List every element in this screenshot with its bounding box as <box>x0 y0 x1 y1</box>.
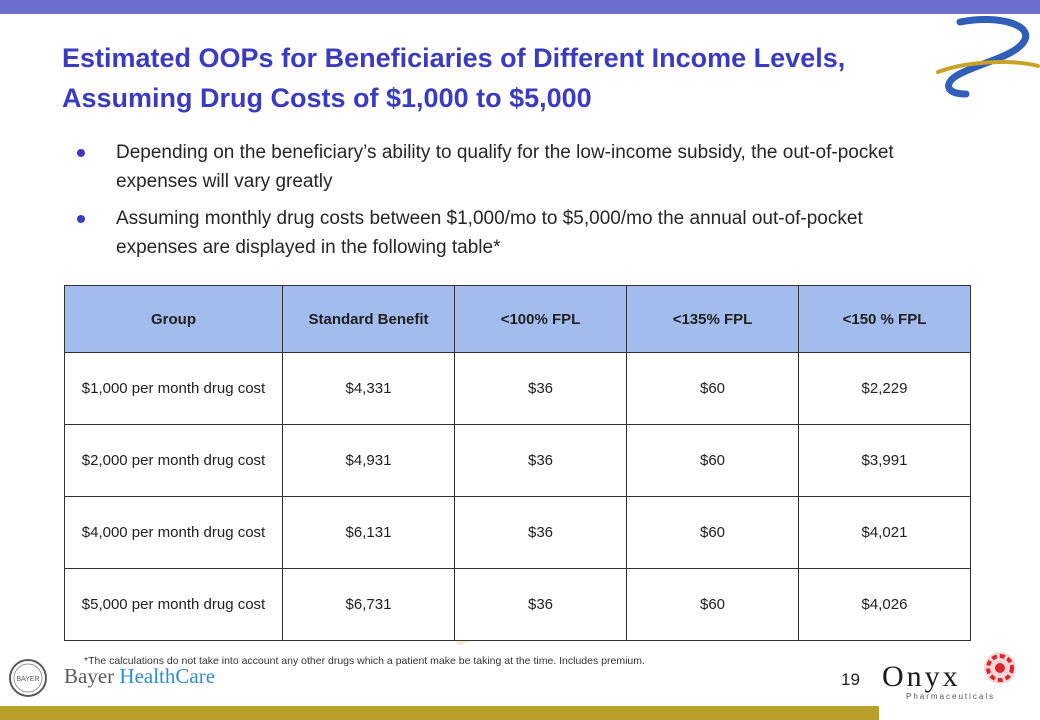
table-cell: $60 <box>626 352 799 425</box>
onyx-wordmark: Onyx <box>882 660 961 693</box>
bullet-item: Assuming monthly drug costs between $1,0… <box>76 204 896 262</box>
table-cell: $4,931 <box>282 424 455 497</box>
table-header-row: Group Standard Benefit <100% FPL <135% F… <box>64 285 971 353</box>
table-cell: $6,131 <box>282 496 455 569</box>
bullet-text: Depending on the beneficiary’s ability t… <box>116 142 894 192</box>
table-row: $4,000 per month drug cost $6,131 $36 $6… <box>64 496 971 569</box>
page-number: 19 <box>841 670 860 689</box>
table-cell: $2,000 per month drug cost <box>64 424 283 497</box>
table-cell: $6,731 <box>282 568 455 641</box>
bullet-dot-icon <box>77 215 85 223</box>
table-cell: $36 <box>454 496 627 569</box>
bayer-healthcare-logo: BAYER Bayer HealthCare <box>4 658 234 702</box>
table-cell: $60 <box>626 568 799 641</box>
slide-title: Estimated OOPs for Beneficiaries of Diff… <box>62 43 846 113</box>
table-cell: $5,000 per month drug cost <box>64 568 283 641</box>
bayer-healthcare-accent: HealthCare <box>119 664 216 688</box>
onyx-logo: Onyx Pharmaceuticals <box>880 648 1040 704</box>
table-cell: $3,991 <box>798 424 971 497</box>
bayer-seal-text: BAYER <box>16 676 39 683</box>
table-cell: $2,229 <box>798 352 971 425</box>
table-row: $1,000 per month drug cost $4,331 $36 $6… <box>64 352 971 425</box>
bullet-text: Assuming monthly drug costs between $1,0… <box>116 208 863 258</box>
onyx-subtitle: Pharmaceuticals <box>906 692 996 701</box>
bullet-item: Depending on the beneficiary’s ability t… <box>76 138 896 196</box>
onyx-sphere-icon <box>984 652 1016 684</box>
header-cell: Standard Benefit <box>282 285 455 353</box>
bottom-accent-bar <box>0 706 1040 720</box>
header-cell: <135% FPL <box>626 285 799 353</box>
bayer-cross-icon: BAYER <box>9 659 47 697</box>
top-accent-bar <box>0 0 1040 14</box>
table-row: $2,000 per month drug cost $4,931 $36 $6… <box>64 424 971 497</box>
table-cell: $36 <box>454 424 627 497</box>
table-cell: $60 <box>626 496 799 569</box>
header-cell: <100% FPL <box>454 285 627 353</box>
table-cell: $4,021 <box>798 496 971 569</box>
table-cell: $4,331 <box>282 352 455 425</box>
oop-table: Group Standard Benefit <100% FPL <135% F… <box>64 285 971 641</box>
table-cell: $36 <box>454 352 627 425</box>
table-row: $5,000 per month drug cost $6,731 $36 $6… <box>64 568 971 641</box>
header-cell: Group <box>64 285 283 353</box>
table-cell: $60 <box>626 424 799 497</box>
footnote: *The calculations do not take into accou… <box>84 655 645 667</box>
header-cell: <150 % FPL <box>798 285 971 353</box>
table-cell: $4,026 <box>798 568 971 641</box>
table-cell: $1,000 per month drug cost <box>64 352 283 425</box>
swoosh-logo-icon <box>936 16 1040 98</box>
footer-gap <box>879 704 1040 720</box>
table-cell: $4,000 per month drug cost <box>64 496 283 569</box>
bayer-wordmark: Bayer HealthCare <box>64 664 215 689</box>
table-cell: $36 <box>454 568 627 641</box>
bayer-name: Bayer <box>64 664 120 688</box>
bullet-list: Depending on the beneficiary’s ability t… <box>76 138 896 270</box>
bullet-dot-icon <box>77 149 85 157</box>
